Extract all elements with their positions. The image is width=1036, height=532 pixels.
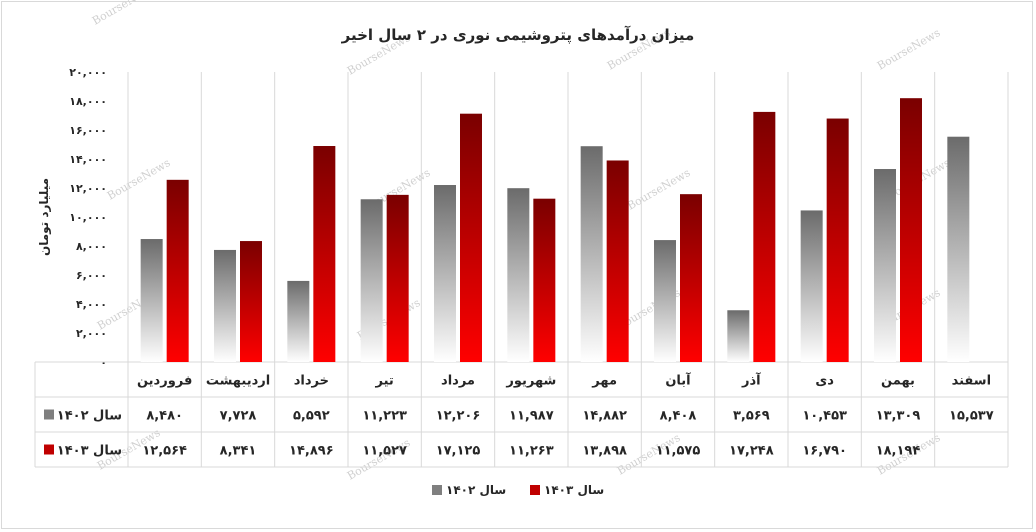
category-label: آبان xyxy=(665,372,691,389)
data-label: ۵,۵۹۲ xyxy=(293,409,330,424)
bar-series-1403 xyxy=(900,98,922,362)
bar-series-1403 xyxy=(533,198,556,362)
category-label: بهمن xyxy=(881,374,915,389)
legend-key xyxy=(432,485,442,495)
data-label: ۸,۴۰۸ xyxy=(660,409,697,424)
category-label: دی xyxy=(815,374,834,389)
category-label: آذر xyxy=(741,372,761,389)
category-label: تیر xyxy=(375,374,394,389)
watermark-text: BourseNews xyxy=(105,156,173,203)
bar-series-1402 xyxy=(287,280,310,362)
bar-series-1403 xyxy=(753,111,776,363)
bar-series-1402 xyxy=(654,240,676,362)
data-label: ۱۸,۱۹۴ xyxy=(876,444,921,459)
legend-label: سال ۱۴۰۳ xyxy=(544,483,604,497)
bar-series-1403 xyxy=(460,113,482,362)
bar-series-1403 xyxy=(826,118,849,362)
table-legend-key xyxy=(44,409,54,420)
y-tick-label: ۲,۰۰۰ xyxy=(76,327,107,340)
data-label: ۱۲,۲۰۶ xyxy=(436,409,481,424)
category-label: فروردین xyxy=(137,374,192,389)
data-label: ۱۴,۸۸۲ xyxy=(582,409,627,424)
table-row-label: سال ۱۴۰۳ xyxy=(57,444,122,459)
data-label: ۷,۷۲۸ xyxy=(220,409,257,424)
watermark-text: BourseNews xyxy=(90,0,158,28)
data-label: ۸,۳۴۱ xyxy=(220,444,257,459)
y-tick-label: ۶,۰۰۰ xyxy=(76,269,107,282)
bar-series-1403 xyxy=(313,146,336,362)
bar-series-1402 xyxy=(360,199,383,362)
data-label: ۱۵,۵۳۷ xyxy=(949,409,994,424)
y-tick-label: ۱۰,۰۰۰ xyxy=(69,211,107,224)
y-axis-label: میلیارد تومان xyxy=(37,178,52,256)
y-tick-label: ۸,۰۰۰ xyxy=(76,240,107,253)
bar-series-1403 xyxy=(240,241,262,362)
data-label: ۳,۵۶۹ xyxy=(733,409,770,424)
bar-series-1402 xyxy=(580,146,603,362)
category-label: اسفند xyxy=(952,374,991,389)
data-label: ۱۱,۲۶۳ xyxy=(509,444,554,459)
data-label: ۱۱,۲۲۳ xyxy=(362,409,407,424)
y-tick-label: ۲۰,۰۰۰ xyxy=(69,66,107,79)
data-label: ۱۳,۳۰۹ xyxy=(876,409,921,424)
category-label: مهر xyxy=(591,374,617,389)
y-tick-label: ۱۶,۰۰۰ xyxy=(69,124,107,137)
legend-key xyxy=(530,485,540,495)
bar-series-1402 xyxy=(800,210,823,362)
category-label: خرداد xyxy=(294,374,329,389)
data-label: ۱۱,۵۷۵ xyxy=(656,444,701,459)
bar-series-1402 xyxy=(507,188,530,362)
bar-series-1403 xyxy=(680,194,702,362)
data-label: ۱۰,۴۵۳ xyxy=(802,409,847,424)
y-tick-label: ۱۸,۰۰۰ xyxy=(69,95,107,108)
bar-series-1402 xyxy=(874,169,896,362)
data-label: ۱۴,۸۹۶ xyxy=(289,444,334,459)
category-label: مرداد xyxy=(441,374,475,389)
y-tick-label: ۱۲,۰۰۰ xyxy=(69,182,107,195)
data-label: ۱۷,۲۴۸ xyxy=(729,444,774,459)
data-label: ۱۲,۵۶۴ xyxy=(142,444,187,459)
bar-series-1402 xyxy=(214,249,236,362)
data-label: ۱۱,۵۲۷ xyxy=(362,444,407,459)
category-label: اردیبهشت xyxy=(206,374,270,389)
bar-series-1402 xyxy=(434,185,456,362)
table-row-label: سال ۱۴۰۲ xyxy=(57,409,122,424)
data-label: ۸,۴۸۰ xyxy=(146,409,183,424)
data-label: ۱۶,۷۹۰ xyxy=(802,444,847,459)
data-label: ۱۷,۱۲۵ xyxy=(436,444,481,459)
bar-series-1403 xyxy=(386,194,409,362)
data-label: ۱۱,۹۸۷ xyxy=(509,409,554,424)
category-label: شهریور xyxy=(505,374,556,389)
bar-series-1402 xyxy=(727,310,750,362)
data-label: ۱۳,۸۹۸ xyxy=(582,444,627,459)
legend-label: سال ۱۴۰۲ xyxy=(446,483,506,497)
chart-title: میزان درآمدهای پتروشیمی نوری در ۲ سال اخ… xyxy=(341,26,695,45)
bar-series-1402 xyxy=(947,136,970,362)
y-tick-label: ۴,۰۰۰ xyxy=(76,298,107,311)
bar-series-1403 xyxy=(606,160,629,362)
table-legend-key xyxy=(44,444,54,455)
bar-series-1402 xyxy=(140,239,163,362)
y-tick-label: ۱۴,۰۰۰ xyxy=(69,153,107,166)
watermark-text: BourseNews xyxy=(875,26,943,73)
bar-series-1403 xyxy=(166,179,189,362)
